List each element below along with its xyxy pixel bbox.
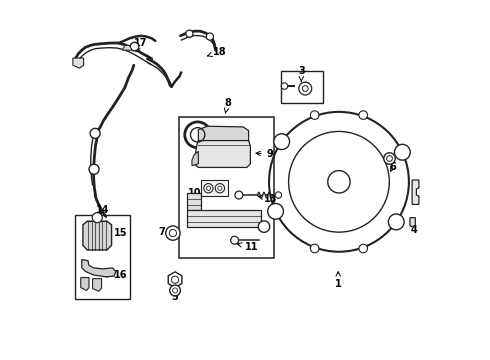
Circle shape xyxy=(281,83,288,89)
Circle shape xyxy=(92,213,102,223)
Circle shape xyxy=(389,214,404,230)
Polygon shape xyxy=(198,126,248,146)
Circle shape xyxy=(215,184,224,193)
Circle shape xyxy=(206,33,214,40)
Circle shape xyxy=(274,134,290,149)
Text: 11: 11 xyxy=(237,242,258,252)
Polygon shape xyxy=(82,260,116,277)
Polygon shape xyxy=(83,221,112,250)
Circle shape xyxy=(384,153,395,164)
Circle shape xyxy=(186,30,193,37)
Text: 8: 8 xyxy=(224,98,231,113)
Text: 13: 13 xyxy=(258,194,277,204)
Text: 1: 1 xyxy=(335,272,342,289)
Text: 18: 18 xyxy=(207,46,227,57)
Circle shape xyxy=(130,42,139,51)
Text: 12: 12 xyxy=(201,126,222,135)
Circle shape xyxy=(275,192,282,198)
Text: 15: 15 xyxy=(103,228,127,238)
Polygon shape xyxy=(187,193,201,211)
Text: 3: 3 xyxy=(298,66,305,81)
Circle shape xyxy=(359,111,368,120)
Bar xyxy=(201,180,228,196)
Text: 2: 2 xyxy=(412,193,419,207)
Circle shape xyxy=(204,184,213,193)
Text: 7: 7 xyxy=(158,227,172,237)
Circle shape xyxy=(394,144,410,160)
Circle shape xyxy=(89,164,99,174)
Bar xyxy=(179,117,274,258)
Polygon shape xyxy=(410,218,416,226)
Polygon shape xyxy=(168,272,182,288)
Text: 5: 5 xyxy=(172,284,178,302)
Polygon shape xyxy=(73,58,84,68)
Text: 9: 9 xyxy=(256,149,273,159)
Polygon shape xyxy=(192,151,198,166)
Bar xyxy=(281,71,323,103)
Circle shape xyxy=(310,111,319,120)
Circle shape xyxy=(258,221,270,232)
Circle shape xyxy=(359,244,368,253)
Polygon shape xyxy=(412,180,419,204)
Text: 6: 6 xyxy=(390,162,396,172)
Polygon shape xyxy=(122,45,132,50)
Text: 14: 14 xyxy=(96,206,109,216)
Polygon shape xyxy=(93,279,101,291)
Polygon shape xyxy=(187,211,261,226)
Circle shape xyxy=(90,129,100,138)
Text: 10: 10 xyxy=(188,188,207,198)
Polygon shape xyxy=(81,278,89,291)
Text: 16: 16 xyxy=(103,270,127,280)
Circle shape xyxy=(231,236,239,244)
Polygon shape xyxy=(194,140,250,167)
Circle shape xyxy=(310,244,319,253)
Circle shape xyxy=(166,226,180,240)
Text: 17: 17 xyxy=(134,38,147,52)
Circle shape xyxy=(170,285,180,296)
Text: 4: 4 xyxy=(410,222,417,235)
Circle shape xyxy=(268,203,284,219)
Circle shape xyxy=(185,122,211,148)
Bar xyxy=(74,215,130,299)
Circle shape xyxy=(235,191,243,199)
